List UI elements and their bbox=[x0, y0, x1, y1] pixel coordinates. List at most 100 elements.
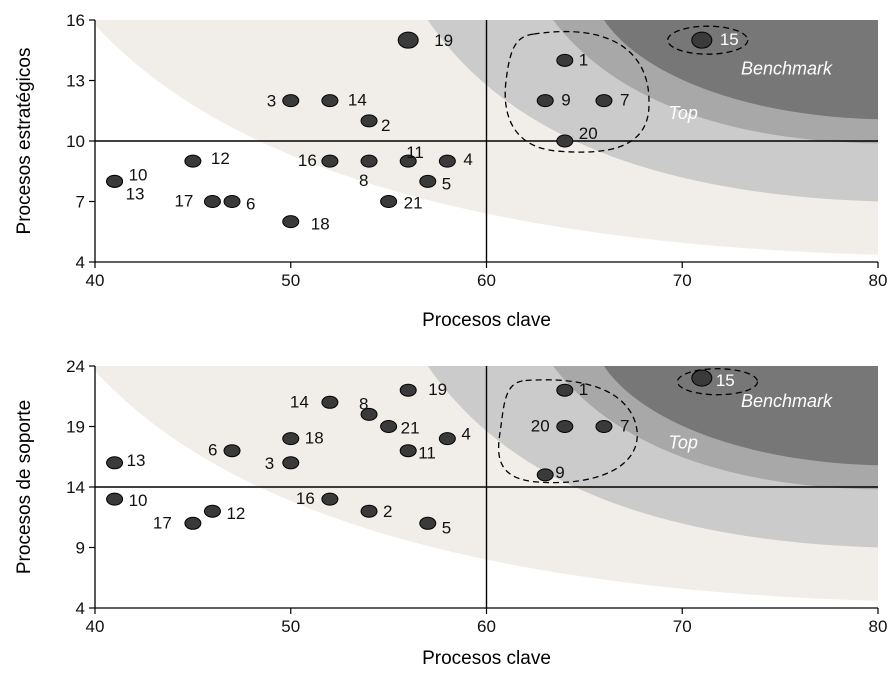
band-benchmark bbox=[603, 20, 878, 120]
y-tick-label: 4 bbox=[76, 253, 85, 272]
y-tick-label: 4 bbox=[76, 599, 85, 618]
x-tick-label: 70 bbox=[673, 617, 692, 636]
point-15 bbox=[691, 369, 713, 387]
point-label-16: 16 bbox=[298, 151, 317, 170]
point-9 bbox=[536, 468, 554, 482]
x-tick-label: 50 bbox=[281, 271, 300, 290]
point-14 bbox=[321, 94, 339, 108]
point-3 bbox=[282, 94, 300, 108]
point-label-2: 2 bbox=[383, 502, 392, 521]
point-label-16: 16 bbox=[296, 489, 315, 508]
x-tick-label: 70 bbox=[673, 271, 692, 290]
x-axis-label: Procesos clave bbox=[422, 310, 551, 331]
region-labels: Benchmark Top bbox=[669, 391, 833, 452]
point-21 bbox=[380, 195, 398, 208]
point-7 bbox=[595, 94, 613, 108]
point-label-1: 1 bbox=[579, 380, 588, 399]
point-label-6: 6 bbox=[208, 441, 217, 460]
point-label-7: 7 bbox=[620, 91, 629, 110]
y-axis-label: Procesos de soporte bbox=[14, 400, 35, 574]
y-tick-label: 9 bbox=[76, 539, 85, 558]
point-17 bbox=[184, 516, 202, 530]
band-benchmark bbox=[603, 366, 878, 466]
point-label-1: 1 bbox=[579, 50, 588, 69]
point-label-18: 18 bbox=[305, 429, 324, 448]
benchmark-enclosure bbox=[676, 368, 759, 396]
quadrant-dividers bbox=[95, 20, 878, 262]
y-tick-label: 10 bbox=[66, 132, 85, 151]
point-6 bbox=[223, 444, 241, 458]
y-tick-label: 19 bbox=[66, 418, 85, 437]
point-label-12: 12 bbox=[211, 149, 230, 168]
point-19 bbox=[397, 31, 419, 49]
region-label-top: Top bbox=[669, 432, 698, 452]
point-label-19: 19 bbox=[428, 380, 447, 399]
point-label-20: 20 bbox=[579, 124, 598, 143]
point-15 bbox=[691, 31, 713, 49]
y-axis-label: Procesos estratégicos bbox=[14, 48, 35, 235]
point-2 bbox=[360, 114, 378, 128]
point-label-15: 15 bbox=[716, 371, 735, 390]
point-label-7: 7 bbox=[620, 417, 629, 436]
point-2 bbox=[360, 504, 378, 518]
point-18 bbox=[282, 215, 300, 229]
y-tick-label: 24 bbox=[66, 357, 85, 376]
point-1 bbox=[556, 383, 574, 397]
point-10 bbox=[106, 492, 124, 506]
point-label-21: 21 bbox=[401, 419, 420, 438]
point-6 bbox=[223, 195, 241, 208]
point-label-5: 5 bbox=[442, 174, 451, 193]
point-14 bbox=[321, 395, 339, 409]
point-label-8: 8 bbox=[359, 394, 368, 413]
x-tick-label: 80 bbox=[869, 617, 888, 636]
point-label-14: 14 bbox=[348, 91, 367, 110]
point-12 bbox=[203, 504, 221, 518]
point-label-3: 3 bbox=[265, 454, 274, 473]
point-5 bbox=[419, 516, 437, 530]
point-label-15: 15 bbox=[720, 30, 739, 49]
y-tick-label: 16 bbox=[66, 11, 85, 30]
x-tick-label: 40 bbox=[86, 271, 105, 290]
point-label-9: 9 bbox=[555, 463, 564, 482]
x-tick-label: 80 bbox=[869, 271, 888, 290]
point-label-14: 14 bbox=[290, 392, 309, 411]
point-18 bbox=[282, 432, 300, 446]
point-label-13: 13 bbox=[127, 451, 146, 470]
point-11 bbox=[399, 154, 417, 168]
benchmark-enclosure bbox=[667, 25, 749, 55]
x-axis-label: Procesos clave bbox=[422, 648, 551, 669]
point-label-17: 17 bbox=[153, 513, 172, 532]
point-label-6: 6 bbox=[246, 195, 255, 214]
point-label-4: 4 bbox=[463, 150, 472, 169]
group-enclosures bbox=[504, 25, 749, 153]
quadrant-dividers bbox=[95, 366, 878, 608]
point-21 bbox=[380, 420, 398, 433]
point-label-3: 3 bbox=[267, 92, 276, 111]
point-3 bbox=[282, 456, 300, 470]
point-label-10: 10 bbox=[129, 165, 148, 184]
point-label-8: 8 bbox=[359, 171, 368, 190]
point-9 bbox=[536, 94, 554, 108]
point-4 bbox=[438, 432, 456, 446]
point-19 bbox=[399, 383, 417, 397]
point-11 bbox=[399, 444, 417, 458]
x-tick-label: 40 bbox=[86, 617, 105, 636]
point-1 bbox=[556, 53, 574, 67]
point-label-9: 9 bbox=[561, 91, 570, 110]
point-4 bbox=[438, 154, 456, 168]
group-enclosures bbox=[497, 368, 759, 484]
y-tick-label: 7 bbox=[76, 193, 85, 212]
point-8 bbox=[360, 154, 378, 168]
point-label-4: 4 bbox=[461, 425, 470, 444]
point-label-18: 18 bbox=[311, 215, 330, 234]
point-8 bbox=[360, 407, 378, 421]
point-label-5: 5 bbox=[442, 518, 451, 537]
point-label-12: 12 bbox=[226, 504, 245, 523]
